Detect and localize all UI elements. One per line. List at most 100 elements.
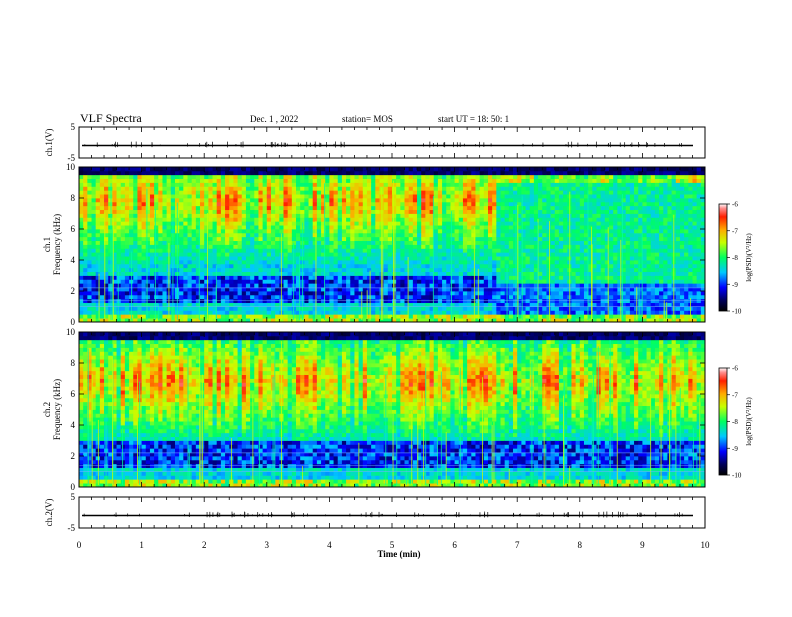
ch1-spectrogram-cell	[200, 202, 205, 206]
ch1-spectrogram-cell	[413, 233, 418, 237]
ch1-spectrogram-cell	[551, 217, 556, 221]
ch1-spectrogram-cell	[258, 291, 263, 295]
ch1-spectrogram-cell	[213, 237, 218, 241]
ch1-spectrogram-cell	[505, 229, 510, 233]
ch1-spectrogram-cell	[208, 202, 213, 206]
ch1-spectrogram-cell	[459, 307, 464, 311]
ch1-spectrogram-cell	[526, 245, 531, 249]
ch1-spectrogram-cell	[317, 210, 322, 214]
ch1-spectrogram-cell	[405, 179, 410, 183]
ch1-spectrogram-cell	[571, 225, 576, 229]
figure-title: VLF Spectra	[80, 111, 142, 125]
ch1-spectrogram-cell	[208, 245, 213, 249]
ch1-spectrogram-cell	[275, 217, 280, 221]
ch1-spectrogram-cell	[325, 225, 330, 229]
ch1-spectrogram-cell	[392, 221, 397, 225]
ch1-spectrogram-cell	[154, 167, 159, 171]
ch1-spectrogram-cell	[467, 217, 472, 221]
ch1-spectrogram-cell	[92, 256, 97, 260]
ch1-spectrogram-cell	[526, 260, 531, 264]
ch1-spectrogram-cell	[546, 314, 551, 318]
ch1-spectrogram-cell	[258, 248, 263, 252]
ch1-spectrogram-cell	[154, 245, 159, 249]
ch1-spectrogram-cell	[396, 299, 401, 303]
ch1-spectrogram-cell	[434, 241, 439, 245]
ch1-spectrogram-cell	[229, 206, 234, 210]
ch1-spectrogram-cell	[392, 206, 397, 210]
ch1-spectrogram-cell	[425, 194, 430, 198]
ch1-spectrogram-cell	[517, 190, 522, 194]
ch1-spectrogram-cell	[117, 295, 122, 299]
ch1-spectrogram-cell	[446, 225, 451, 229]
ch1-spectrogram-cell	[388, 264, 393, 268]
ch1-spectrogram-cell	[475, 229, 480, 233]
ch1-spectrogram-cell	[283, 248, 288, 252]
ch1-spectrogram-cell	[158, 183, 163, 187]
ch1-spectrogram-cell	[438, 221, 443, 225]
ch1-spectrogram-cell	[484, 272, 489, 276]
ch1-spectrogram-cell	[288, 210, 293, 214]
ch1-spectrogram-cell	[309, 260, 314, 264]
ch1-spectrogram-cell	[371, 237, 376, 241]
ch1-spectrogram-cell	[450, 183, 455, 187]
ch1-spectrogram-cell	[367, 264, 372, 268]
ch1-spectrogram-cell	[250, 206, 255, 210]
ch1-spectrogram-cell	[546, 210, 551, 214]
ch1-spectrogram-cell	[196, 194, 201, 198]
ch1-spectrogram-cell	[463, 299, 468, 303]
ch1-spectrogram-cell	[329, 245, 334, 249]
ch1-spectrogram-cell	[338, 179, 343, 183]
ch1-spectrogram-cell	[317, 310, 322, 314]
ch1-spectrogram-cell	[367, 252, 372, 256]
ch1-spectrogram-cell	[359, 314, 364, 318]
ch1-spectrogram-cell	[509, 171, 514, 175]
ch1-spectrogram-cell	[350, 190, 355, 194]
ch1-spectrogram-cell	[183, 194, 188, 198]
ch1-spectrogram-cell	[384, 264, 389, 268]
ch1-spectrogram-cell	[112, 206, 117, 210]
ch1-spectrogram-cell	[471, 190, 476, 194]
ch1-spectrogram-cell	[254, 276, 259, 280]
ch1-spectrogram-cell	[521, 167, 526, 171]
ch1-spectrogram-cell	[534, 183, 539, 187]
ch1-spectrogram-cell	[546, 190, 551, 194]
ch1-spectrogram-cell	[129, 210, 134, 214]
ch1-spectrogram-cell	[87, 272, 92, 276]
ch1-spectrogram-cell	[576, 310, 581, 314]
ch1-spectrogram-cell	[576, 252, 581, 256]
ch1-spectrogram-cell	[400, 283, 405, 287]
ch1-spectrogram-cell	[137, 276, 142, 280]
ch1-spectrogram-cell	[162, 229, 167, 233]
ch1-spectrogram-cell	[108, 299, 113, 303]
ch1-spectrogram-cell	[304, 279, 309, 283]
ch1-spectrogram-cell	[488, 299, 493, 303]
ch1-spectrogram-cell	[438, 202, 443, 206]
ch1-spectrogram-cell	[450, 198, 455, 202]
ch1-spectrogram-cell	[405, 221, 410, 225]
ch1-spectrogram-cell	[559, 248, 564, 252]
ch1-spectrogram-cell	[559, 194, 564, 198]
ch1-spectrogram-cell	[546, 248, 551, 252]
ch1-spectrogram-cell	[104, 194, 109, 198]
ch1-spectrogram-cell	[471, 295, 476, 299]
ch1-spectrogram-cell	[425, 206, 430, 210]
ch1-spectrogram-cell	[313, 190, 318, 194]
ch1-spectrogram-cell	[321, 179, 326, 183]
ch1-spectrogram-cell	[501, 190, 506, 194]
ch1-spectrogram-cell	[317, 291, 322, 295]
ch1-spectrogram-cell	[471, 233, 476, 237]
ch1-spectrogram-cell	[263, 268, 268, 272]
ch1-spectrogram-cell	[133, 233, 138, 237]
ch1-spectrogram-cell	[267, 233, 272, 237]
ch1-spectrogram-cell	[192, 206, 197, 210]
ch1-spectrogram-cell	[467, 194, 472, 198]
ch1-spectrogram-cell	[492, 268, 497, 272]
ch1-spectrogram-cell	[158, 202, 163, 206]
ch1-spectrogram-cell	[242, 171, 247, 175]
ch1-spectrogram-cell	[121, 241, 126, 245]
ch1-spectrogram-cell	[425, 183, 430, 187]
ch1-spectrogram-cell	[100, 276, 105, 280]
ch1-spectrogram-cell	[112, 190, 117, 194]
ch1-spectrogram-cell	[133, 190, 138, 194]
ch1-spectrogram-cell	[96, 233, 101, 237]
